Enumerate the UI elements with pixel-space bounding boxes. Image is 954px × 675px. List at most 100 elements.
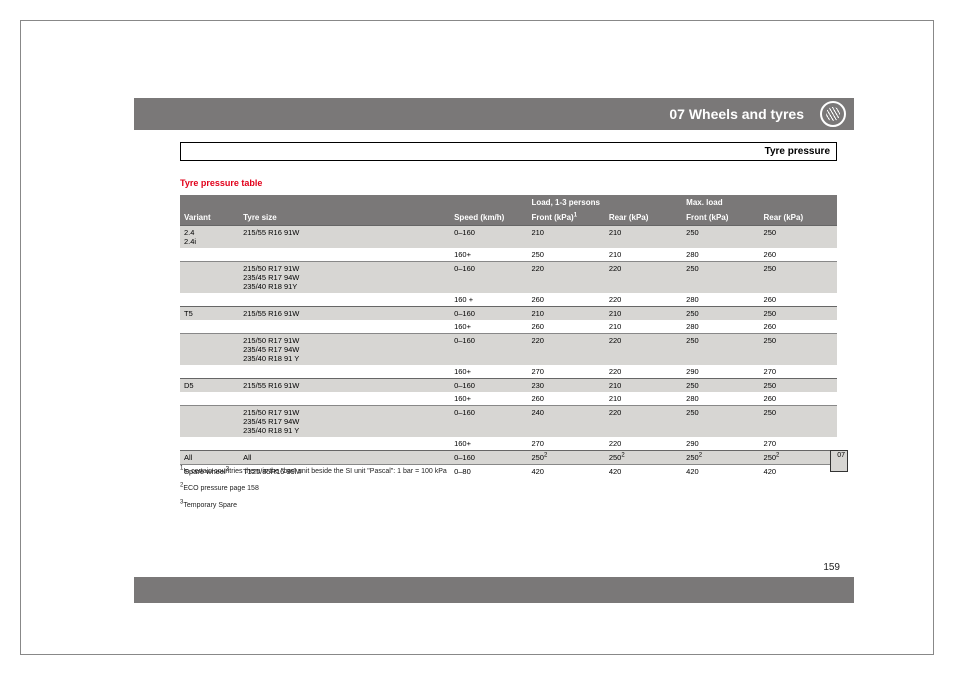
cell: All [180,451,239,465]
cell: 210 [605,379,682,393]
cell: 250 [527,248,604,262]
cell: 210 [605,226,682,249]
cell: 0–160 [450,307,527,321]
cell: 220 [527,334,604,366]
cell: 210 [527,226,604,249]
cell: 270 [760,365,837,379]
cell: 250 [760,226,837,249]
cell [180,334,239,366]
table-row: 215/50 R17 91W235/45 R17 94W235/40 R18 9… [180,334,837,366]
cell: 270 [527,437,604,451]
cell: 0–160 [450,379,527,393]
cell: 260 [527,392,604,406]
th-max: Max. load [682,195,837,210]
cell: 2.42.4i [180,226,239,249]
table-row: 160+260210280260 [180,320,837,334]
th-load: Load, 1-3 persons [527,195,682,210]
cell: 220 [605,437,682,451]
cell: 215/50 R17 91W235/45 R17 94W235/40 R18 9… [239,262,450,294]
cell [239,248,450,262]
table-row: 160+250210280260 [180,248,837,262]
cell: 290 [682,437,759,451]
th-front-load: Front (kPa)1 [527,210,604,226]
cell: 215/55 R16 91W [239,307,450,321]
cell: 280 [682,392,759,406]
cell: 250 [682,406,759,438]
cell [180,365,239,379]
cell: 215/50 R17 91W235/45 R17 94W235/40 R18 9… [239,334,450,366]
cell: 210 [605,307,682,321]
cell [239,365,450,379]
cell: 250 [682,334,759,366]
cell: 2502 [605,451,682,465]
cell: All [239,451,450,465]
cell: T5 [180,307,239,321]
table-row: D5215/55 R16 91W0–160230210250250 [180,379,837,393]
cell: 0–160 [450,262,527,294]
cell: 2502 [682,451,759,465]
cell: 250 [760,406,837,438]
cell: 220 [605,262,682,294]
cell: D5 [180,379,239,393]
th-rear-load: Rear (kPa) [605,210,682,226]
cell: 270 [527,365,604,379]
cell: 250 [682,379,759,393]
brand-icon [820,101,846,127]
footnote: 3Temporary Spare [180,502,830,509]
footnotes: 1In certain countries there is the "bar"… [180,468,830,519]
cell: 160+ [450,365,527,379]
section-title-box: Tyre pressure [180,142,837,161]
th-speed: Speed (km/h) [450,195,527,226]
chapter-title: 07 Wheels and tyres [669,106,804,122]
thumb-tab: 07 [830,450,848,472]
footer-band [134,577,854,603]
cell [180,248,239,262]
cell: 160+ [450,320,527,334]
cell [180,293,239,307]
th-variant: Variant [180,195,239,226]
cell: 210 [605,392,682,406]
cell [239,320,450,334]
table-row: 215/50 R17 91W235/45 R17 94W235/40 R18 9… [180,406,837,438]
cell: 210 [605,320,682,334]
tyre-pressure-table: Variant Tyre size Speed (km/h) Load, 1-3… [180,195,837,478]
cell: 250 [682,226,759,249]
cell [180,320,239,334]
cell [239,437,450,451]
cell: 210 [527,307,604,321]
cell [180,437,239,451]
cell: 280 [682,320,759,334]
th-rear-max: Rear (kPa) [760,210,837,226]
cell [180,392,239,406]
cell: 0–160 [450,451,527,465]
cell: 215/55 R16 91W [239,226,450,249]
table-row: 215/50 R17 91W235/45 R17 94W235/40 R18 9… [180,262,837,294]
cell: 210 [605,248,682,262]
cell: 260 [760,248,837,262]
table-row: 160 +260220280260 [180,293,837,307]
table-row: T5215/55 R16 91W0–160210210250250 [180,307,837,321]
cell: 260 [760,293,837,307]
cell: 260 [760,392,837,406]
cell: 160 + [450,293,527,307]
cell: 250 [760,307,837,321]
cell: 260 [527,320,604,334]
cell: 220 [605,334,682,366]
cell: 250 [682,307,759,321]
cell: 250 [760,262,837,294]
cell: 0–160 [450,406,527,438]
cell: 240 [527,406,604,438]
cell: 220 [605,406,682,438]
cell: 220 [605,293,682,307]
cell: 215/55 R16 91W [239,379,450,393]
table-row: 2.42.4i215/55 R16 91W0–160210210250250 [180,226,837,249]
cell [239,392,450,406]
table-row: AllAll0–1602502250225022502 [180,451,837,465]
footnote: 2ECO pressure page 158 [180,485,830,492]
footnote: 1In certain countries there is the "bar"… [180,468,830,475]
cell: 260 [527,293,604,307]
page-number: 159 [823,562,840,573]
cell: 215/50 R17 91W235/45 R17 94W235/40 R18 9… [239,406,450,438]
chapter-header: 07 Wheels and tyres [134,98,854,130]
cell: 280 [682,293,759,307]
